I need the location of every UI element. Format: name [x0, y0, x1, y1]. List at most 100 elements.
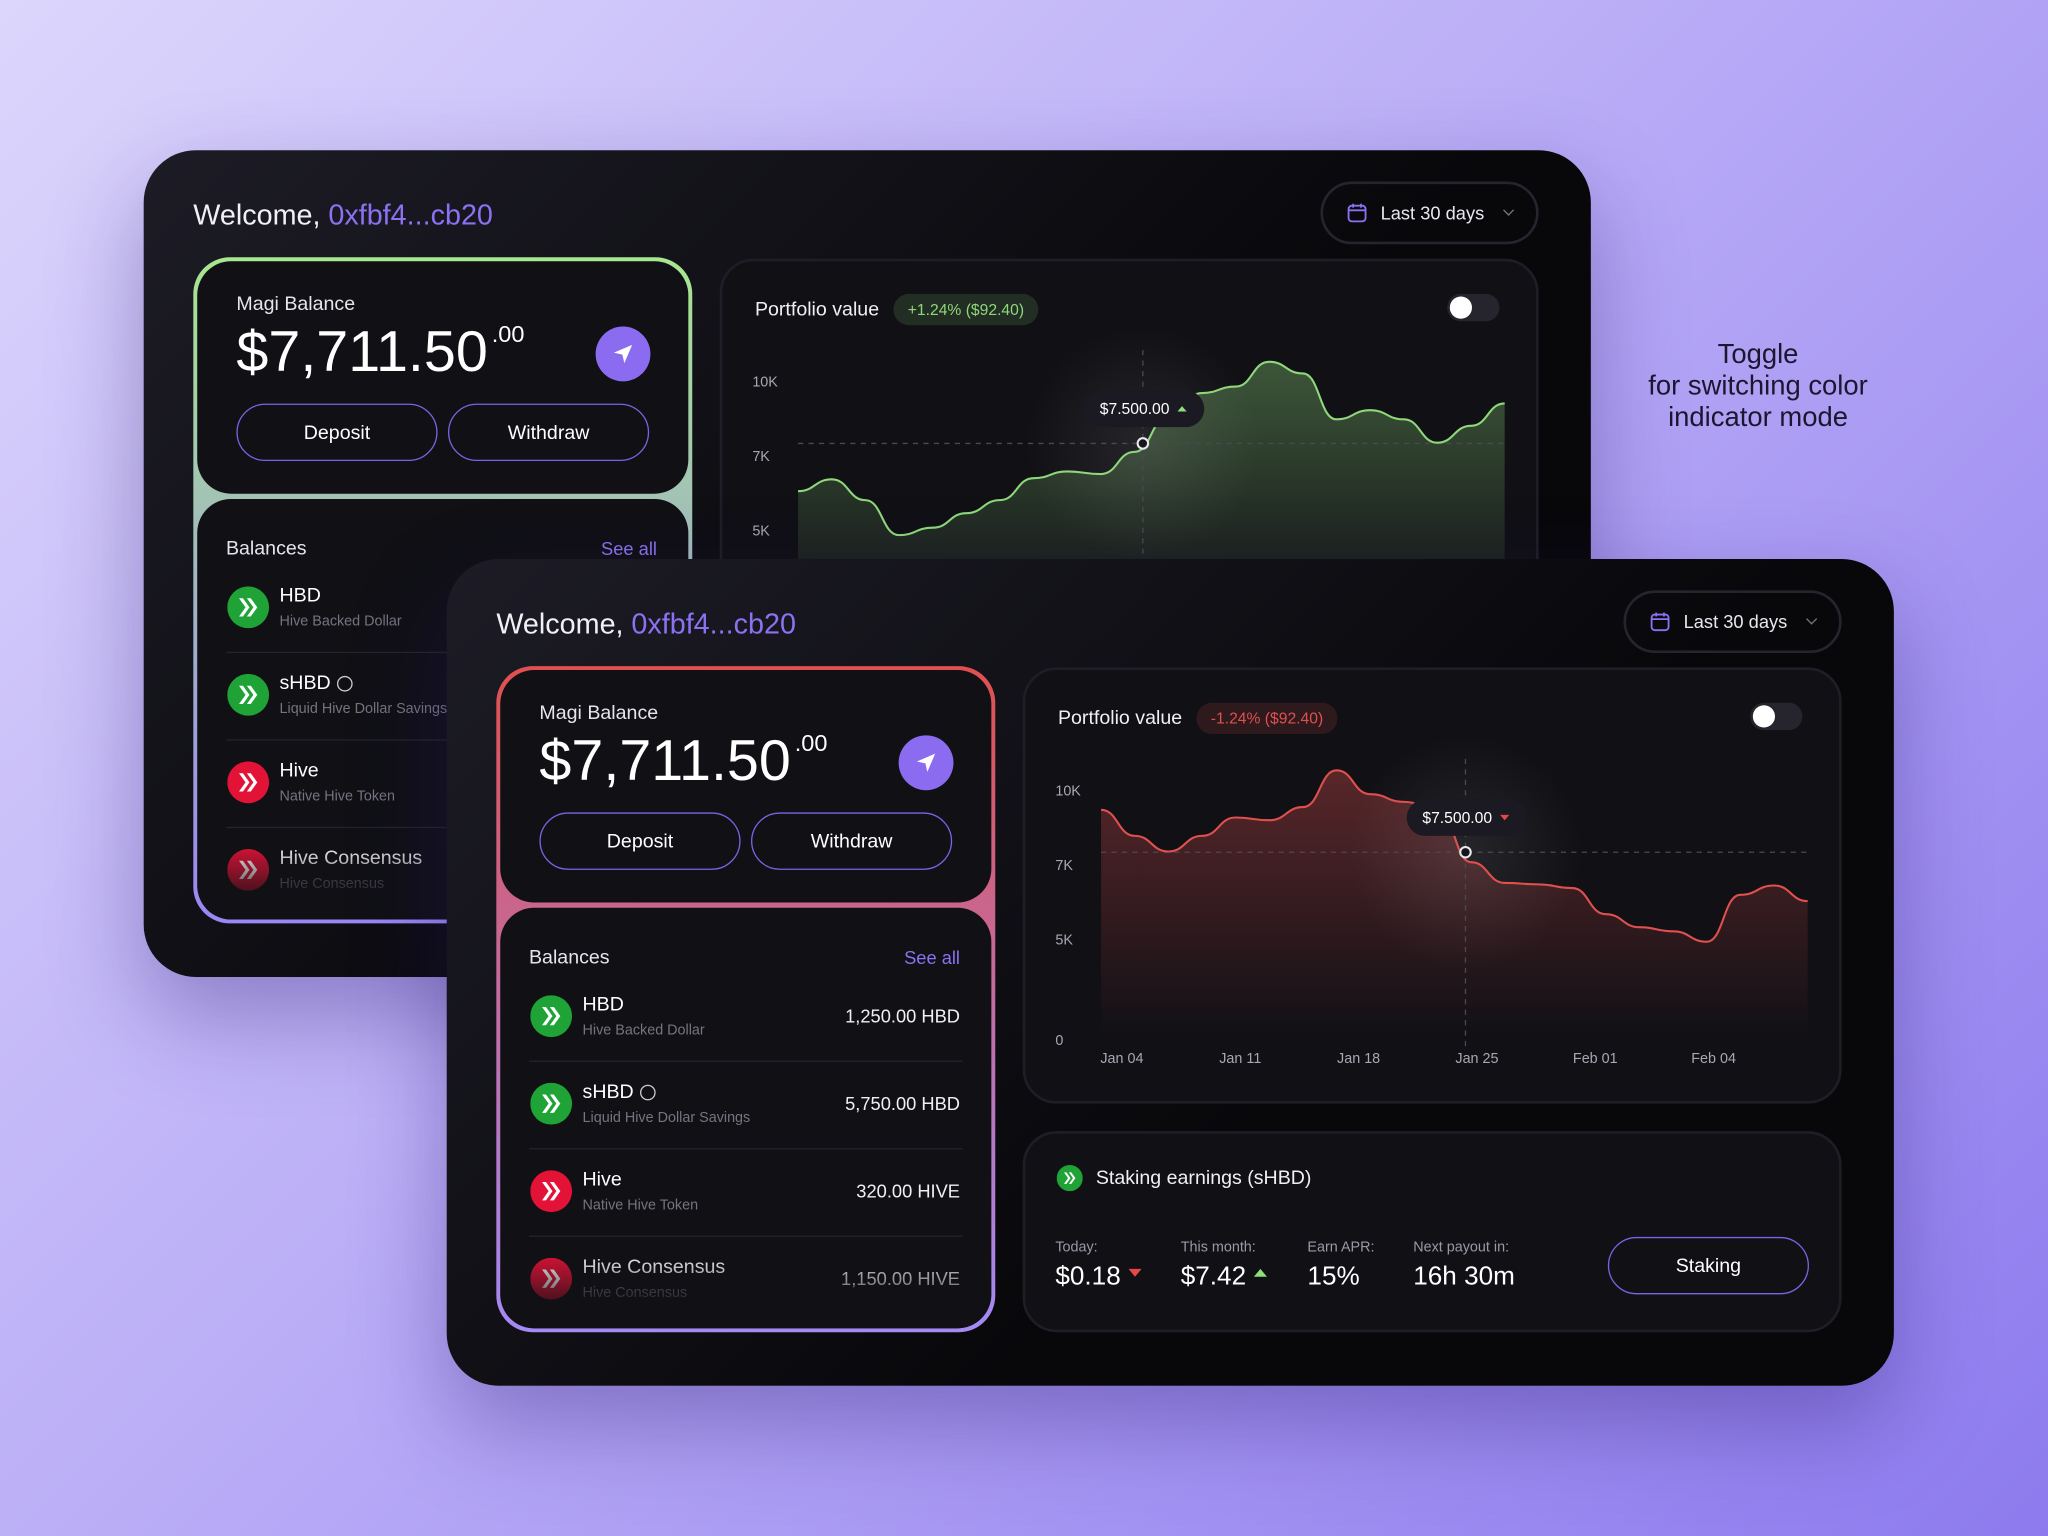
- balance-box: Magi Balance $7,711.50.00 Deposit Withdraw B…: [496, 666, 996, 1333]
- balance-main: $7,711.50: [236, 319, 488, 384]
- date-range[interactable]: Last 30 days: [1623, 590, 1842, 654]
- x-tick-label: Jan 25: [1455, 1051, 1498, 1067]
- annotation-line: for switching color: [1648, 370, 1868, 401]
- x-tick-label: Jan 11: [1219, 1051, 1261, 1067]
- portfolio-chart: 10K 7K 5K 0 Jan 04 Jan 11 Jan 18 Jan 25 Feb 01 Fe…: [1055, 734, 1808, 1067]
- color-mode-toggle[interactable]: [1750, 702, 1803, 731]
- token-logo: [227, 586, 270, 629]
- line: [1100, 769, 1808, 943]
- staking-button[interactable]: Staking: [1607, 1236, 1809, 1295]
- send-icon: [613, 344, 633, 364]
- annotation: Toggle for switching color indicator mod…: [1627, 340, 1888, 434]
- token-amount: 1,250.00 HBD: [845, 1005, 960, 1027]
- hover-point: [1136, 437, 1150, 450]
- y-tick-label: 5K: [1055, 932, 1073, 948]
- calendar-icon: [1650, 612, 1670, 632]
- balance-cents: .00: [794, 730, 828, 757]
- see-all-link[interactable]: See all: [601, 538, 657, 560]
- send-button[interactable]: [898, 735, 954, 791]
- send-icon: [916, 753, 936, 772]
- chevron: [1503, 204, 1515, 216]
- token-icon: [227, 761, 270, 804]
- deposit-button[interactable]: Deposit: [539, 812, 741, 870]
- hover-point: [1459, 845, 1472, 859]
- stat-label: Today:: [1055, 1239, 1098, 1256]
- token-icon: [227, 673, 270, 716]
- token-name: Hive: [280, 760, 319, 782]
- row-divider: [225, 826, 660, 829]
- toggle-knob: [1449, 296, 1472, 319]
- token-amount: 320.00 HIVE: [856, 1180, 960, 1202]
- trend-arrow: [1177, 406, 1188, 412]
- y-tick-label: 5K: [752, 524, 770, 540]
- balance-panel: Magi Balance $7,711.50.00 Deposit Withdraw: [500, 670, 992, 903]
- trend-arrow: [1500, 814, 1510, 821]
- fade: [500, 1249, 992, 1329]
- stat-label: Earn APR:: [1307, 1239, 1375, 1256]
- token-logo: [227, 673, 270, 716]
- token-amount: 5,750.00 HBD: [845, 1093, 960, 1115]
- see-all-link[interactable]: See all: [904, 946, 960, 968]
- stat-value-text: 16h 30m: [1413, 1262, 1515, 1292]
- change-pill: -1.24% ($92.40): [1196, 702, 1338, 735]
- withdraw-button[interactable]: Withdraw: [447, 403, 650, 462]
- trend-arrow: [1253, 1268, 1268, 1277]
- wallet-address[interactable]: 0xfbf4...cb20: [631, 607, 796, 640]
- token-icon: [227, 586, 270, 629]
- y-tick-label: 10K: [752, 375, 778, 391]
- balances-title: Balances: [528, 946, 610, 969]
- y-tick-label: 0: [1055, 1033, 1063, 1049]
- token-icon: [530, 1082, 573, 1125]
- token-subtitle: Native Hive Token: [582, 1197, 699, 1214]
- send-button[interactable]: [595, 326, 651, 382]
- welcome: Welcome, 0xfbf4...cb20: [193, 199, 493, 233]
- balances-title: Balances: [225, 537, 307, 560]
- row-divider: [225, 739, 660, 741]
- annotation-line: Toggle: [1717, 339, 1799, 370]
- chevron: [1806, 613, 1818, 625]
- token-icon: [530, 995, 573, 1038]
- stat-value-text: $7.42: [1180, 1262, 1247, 1292]
- stat-value: 15%: [1307, 1262, 1359, 1292]
- x-tick-label: Feb 04: [1691, 1051, 1736, 1067]
- withdraw-button[interactable]: Withdraw: [751, 812, 953, 870]
- balance-main: $7,711.50: [539, 728, 791, 793]
- welcome: Welcome, 0xfbf4...cb20: [496, 607, 796, 641]
- x-tick-label: Jan 18: [1337, 1051, 1380, 1067]
- balance-label: Magi Balance: [539, 702, 659, 725]
- info-icon: [640, 1084, 656, 1100]
- token-name: Hive: [583, 1168, 622, 1190]
- date-range[interactable]: Last 30 days: [1320, 181, 1539, 245]
- y-tick-label: 7K: [1055, 858, 1073, 874]
- token-name-text: Hive: [279, 759, 319, 782]
- balance-cents: .00: [491, 321, 525, 348]
- stat-value-text: 15%: [1307, 1262, 1360, 1292]
- tooltip-label: $7.500.00: [1099, 399, 1170, 418]
- token-name: HBD: [280, 584, 321, 606]
- balances-panel: Balances See all HBD Hive Backed Dollar 1,25…: [500, 907, 992, 1329]
- token-name-text: HBD: [279, 584, 321, 607]
- token-icon: [530, 1170, 573, 1213]
- row-divider: [225, 651, 660, 654]
- balance-amount: $7,711.50.00: [539, 729, 827, 794]
- date-range-label: Last 30 days: [1380, 202, 1485, 224]
- change-pill: +1.24% ($92.40): [893, 293, 1039, 326]
- token-logo: [530, 1082, 573, 1125]
- toggle-knob: [1752, 705, 1776, 728]
- color-mode-toggle[interactable]: [1447, 293, 1500, 322]
- stat-value: $0.18: [1055, 1262, 1142, 1292]
- staking-panel: Staking earnings (sHBD) Today: $0.18 This m…: [1022, 1131, 1842, 1333]
- stat-label: This month:: [1180, 1239, 1256, 1256]
- calendar-icon: [1347, 203, 1367, 223]
- tooltip: $7.500.00: [1084, 390, 1205, 428]
- token-logo: [530, 995, 573, 1038]
- stat-value: 16h 30m: [1413, 1262, 1515, 1292]
- wallet-address[interactable]: 0xfbf4...cb20: [328, 198, 493, 232]
- row-divider: [528, 1148, 963, 1150]
- deposit-button[interactable]: Deposit: [236, 403, 438, 462]
- dashboard-card: Welcome, 0xfbf4...cb20 Last 30 days Magi Ba…: [446, 559, 1894, 1386]
- token-name-text: sHBD: [279, 671, 331, 695]
- row-divider: [528, 1235, 963, 1237]
- token-subtitle: Liquid Hive Dollar Savings: [279, 701, 448, 718]
